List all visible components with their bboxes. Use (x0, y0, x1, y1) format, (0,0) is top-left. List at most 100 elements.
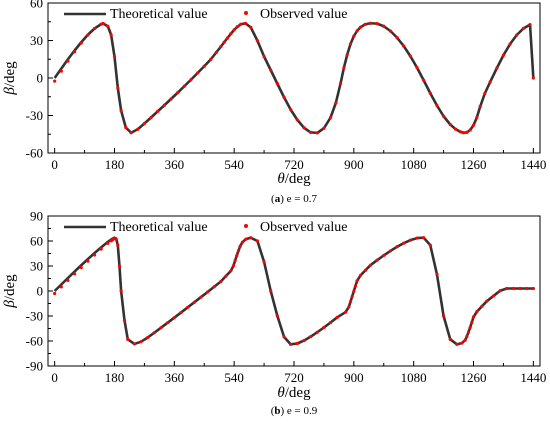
series-observed-point (289, 342, 293, 346)
x-tick-label: 1260 (461, 157, 487, 172)
series-observed-point (375, 22, 379, 26)
legend-dot-swatch (244, 224, 248, 228)
series-observed-point (455, 342, 459, 346)
series-observed-point (142, 121, 147, 126)
series-observed-point (159, 326, 163, 330)
series-observed-point (172, 316, 176, 320)
x-tick-label: 180 (105, 157, 125, 172)
series-observed-point (309, 335, 313, 339)
series-observed-point (166, 321, 170, 325)
series-observed-point (99, 247, 103, 251)
series-observed-point (368, 21, 373, 25)
series-observed-point (72, 272, 77, 276)
series-observed-point (79, 265, 83, 270)
x-tick-label: 1440 (520, 370, 546, 385)
series-observed-point (315, 131, 319, 135)
series-observed-point (179, 310, 183, 315)
series-observed-point (348, 42, 353, 46)
series-observed-point (295, 341, 299, 346)
series-observed-point (229, 269, 233, 273)
series-observed-point (328, 115, 333, 120)
series-observed-point (347, 305, 351, 309)
y-tick-label: -30 (26, 108, 43, 123)
series-observed-point (322, 126, 326, 130)
series-observed-point (53, 291, 57, 296)
x-tick-label: 0 (51, 370, 58, 385)
series-observed-point (515, 33, 519, 37)
panel-caption: (b) e = 0.9 (271, 405, 318, 417)
series-observed-point (302, 338, 306, 343)
series-observed-point (505, 286, 509, 291)
legend-dot-swatch (244, 11, 248, 15)
series-observed-point (345, 53, 349, 57)
x-tick-label: 1440 (520, 157, 546, 172)
series-observed-point (182, 84, 186, 88)
series-observed-point (368, 263, 373, 267)
x-tick-label: 720 (284, 370, 304, 385)
series-observed-point (485, 299, 489, 303)
series-observed-point (53, 79, 57, 83)
series-observed-point (282, 335, 286, 339)
x-tick-label: 1080 (401, 370, 427, 385)
series-observed-point (255, 239, 260, 243)
series-observed-point (195, 71, 200, 75)
x-tick-label: 360 (165, 370, 185, 385)
series-observed-point (269, 68, 273, 72)
series-observed-point (235, 253, 239, 258)
y-axis-title: β/deg (2, 274, 18, 309)
series-observed-point (466, 330, 471, 334)
y-tick-label: 30 (30, 33, 43, 48)
y-tick-label: 90 (30, 209, 43, 224)
y-axis-title: β/deg (2, 61, 18, 96)
y-tick-label: -90 (26, 359, 43, 374)
series-observed-point (186, 305, 190, 310)
series-observed-point (262, 54, 266, 59)
series-observed-point (119, 289, 123, 293)
series-observed-point (521, 26, 525, 31)
series-observed-point (382, 253, 386, 258)
series-observed-point (428, 243, 432, 247)
series-observed-point (72, 50, 77, 54)
series-observed-point (395, 245, 399, 249)
series-observed-point (225, 36, 230, 40)
series-observed-point (146, 335, 150, 340)
x-tick-label: 900 (344, 157, 364, 172)
series-observed-point (114, 237, 118, 241)
series-observed-point (422, 236, 426, 240)
series-observed-point (219, 45, 223, 49)
series-observed-point (491, 294, 496, 298)
y-tick-label: 0 (37, 284, 44, 299)
series-observed-point (189, 78, 193, 82)
series-observed-point (255, 39, 260, 43)
series-observed-point (388, 249, 393, 253)
series-observed-point (478, 105, 482, 109)
series-observed-point (214, 50, 218, 55)
series-observed-point (468, 325, 472, 329)
series-observed-point (249, 25, 253, 29)
series-observed-point (388, 29, 393, 33)
series-observed-point (86, 33, 90, 37)
series-observed-point (205, 290, 210, 294)
series-observed-point (156, 109, 160, 113)
series-observed-point (352, 289, 356, 293)
series-observed-point (483, 91, 487, 96)
series-observed-point (358, 25, 363, 29)
series-observed-point (219, 279, 223, 284)
x-tick-label: 180 (105, 370, 125, 385)
series-observed-point (239, 22, 243, 26)
series-observed-point (275, 314, 279, 318)
series-observed-point (525, 286, 529, 291)
series-observed-point (528, 23, 532, 27)
x-tick-label: 540 (224, 370, 244, 385)
series-observed-point (231, 264, 236, 268)
series-observed-point (315, 330, 319, 334)
series-observed-point (302, 126, 306, 130)
series-observed-point (116, 86, 120, 90)
series-observed-point (249, 236, 253, 240)
series-theoretical-line (53, 236, 534, 346)
series-observed-point (471, 315, 476, 319)
series-observed-point (402, 241, 406, 245)
series-observed-point (355, 279, 359, 283)
series-observed-point (495, 66, 499, 70)
